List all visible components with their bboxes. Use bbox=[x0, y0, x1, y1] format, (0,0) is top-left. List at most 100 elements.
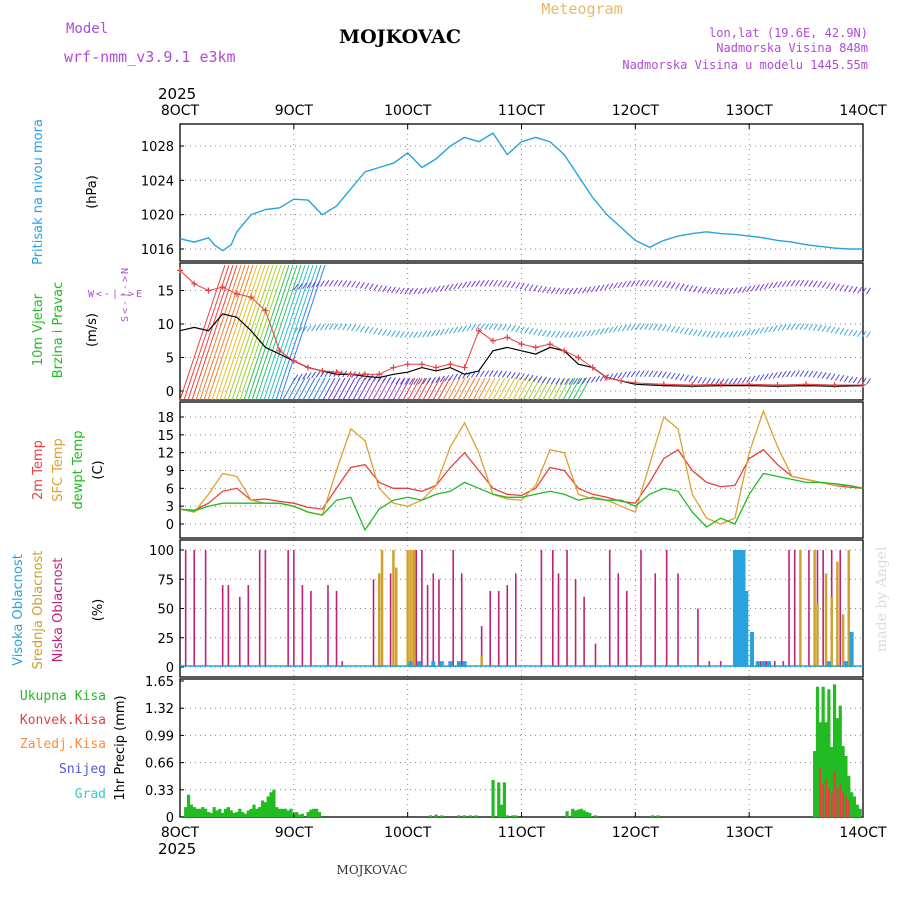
wind-barb bbox=[475, 280, 481, 287]
cloud-bar bbox=[432, 573, 435, 667]
wind-barb-hatch bbox=[472, 377, 486, 401]
y-tick-label: 1028 bbox=[141, 140, 174, 155]
wind-gust-point bbox=[447, 361, 454, 368]
wind-barb bbox=[426, 286, 432, 294]
wind-barb bbox=[320, 280, 325, 287]
cloud-bar bbox=[540, 550, 543, 667]
wind-barb bbox=[621, 371, 627, 379]
wind-barb-hatch bbox=[259, 264, 306, 401]
cloud-bar bbox=[415, 550, 418, 667]
year-bottom: 2025 bbox=[158, 840, 196, 858]
precip-bar bbox=[821, 686, 825, 817]
precip-bar bbox=[218, 808, 222, 817]
wind-barb bbox=[315, 324, 321, 331]
wind-barb bbox=[444, 284, 450, 292]
wind-barb bbox=[786, 370, 792, 378]
cloud-bar bbox=[836, 561, 839, 667]
cloud-bar bbox=[395, 567, 398, 667]
pressure-title: Pritisak na nivou mora bbox=[31, 119, 46, 265]
wind-barb bbox=[635, 323, 641, 331]
wind-barb bbox=[488, 279, 494, 287]
wind-barb bbox=[737, 286, 743, 294]
wind-legend-char: - bbox=[120, 289, 126, 300]
wind-barb bbox=[510, 372, 516, 379]
wind-barb-hatch bbox=[327, 377, 341, 401]
wind-barb bbox=[613, 325, 618, 333]
wind-barb bbox=[826, 282, 831, 289]
precip-bar bbox=[836, 788, 839, 817]
precip-bar bbox=[491, 779, 495, 817]
wind-barb bbox=[799, 370, 805, 377]
wind-barb bbox=[688, 375, 694, 383]
wind-gust-point bbox=[546, 341, 553, 348]
wind-barb bbox=[741, 329, 747, 337]
wind-barb bbox=[346, 280, 352, 288]
cloud-bar bbox=[438, 579, 440, 667]
wind-barb bbox=[795, 323, 800, 330]
precip-bar bbox=[835, 718, 839, 817]
wind-barb bbox=[661, 281, 667, 288]
cloud-bar bbox=[708, 661, 711, 667]
wind-gust-point bbox=[746, 381, 753, 388]
wind-barb bbox=[528, 374, 534, 382]
cloud-bar bbox=[417, 661, 422, 667]
wind-gust-point bbox=[561, 347, 568, 354]
wind-barb bbox=[861, 287, 867, 294]
wind-barb bbox=[666, 325, 672, 332]
precip-bar bbox=[468, 815, 472, 817]
wind-barb bbox=[346, 324, 352, 331]
wind-gust-point bbox=[290, 357, 297, 364]
wind-barb bbox=[781, 371, 787, 378]
wind-barb bbox=[732, 377, 738, 385]
wind-barb bbox=[435, 285, 441, 293]
wind-barb bbox=[812, 371, 818, 378]
y-tick-label: 9 bbox=[166, 465, 174, 480]
wind-barb bbox=[835, 327, 840, 334]
x-tick-label-top: 9OCT bbox=[275, 103, 314, 119]
wind-barb bbox=[679, 327, 685, 334]
wind-barb bbox=[395, 330, 401, 338]
wind-barb bbox=[373, 327, 379, 335]
wind-barb bbox=[462, 281, 467, 289]
x-tick-label-bottom: 14OCT bbox=[839, 825, 887, 841]
wind-barb bbox=[590, 285, 596, 293]
wind-barb bbox=[431, 376, 436, 384]
wind-barb bbox=[621, 324, 627, 332]
cloud-bar bbox=[849, 631, 854, 667]
wind-barb bbox=[462, 325, 467, 332]
precip-bar bbox=[309, 809, 313, 817]
wind-barb-hatch bbox=[207, 264, 254, 401]
wind-barb bbox=[337, 323, 343, 331]
wind-barb bbox=[470, 324, 476, 331]
wind-barb bbox=[515, 282, 521, 289]
wind-barb bbox=[542, 376, 547, 384]
wind-barb bbox=[297, 373, 303, 381]
wind-barb bbox=[399, 331, 405, 338]
wind-barb bbox=[475, 323, 481, 331]
wind-barb bbox=[768, 325, 774, 333]
wind-barb bbox=[621, 281, 627, 288]
wind-gust-point bbox=[774, 381, 781, 388]
precip-bar bbox=[258, 807, 262, 817]
wind-gust-point bbox=[333, 369, 340, 376]
cloud-bar bbox=[204, 550, 207, 667]
wind-barb bbox=[497, 323, 503, 331]
wind-barb bbox=[373, 284, 379, 291]
wind-barb-hatch bbox=[352, 377, 366, 401]
precip-bar bbox=[317, 812, 322, 817]
wind-barb bbox=[639, 279, 645, 287]
wind-barb-hatch bbox=[297, 377, 311, 401]
wind-barb bbox=[630, 323, 636, 331]
wind-barb bbox=[830, 326, 836, 334]
wind-barb bbox=[657, 280, 663, 288]
wind-barb bbox=[768, 372, 774, 380]
wind-barb bbox=[537, 376, 543, 383]
y-tick-label: 0 bbox=[166, 518, 174, 533]
wind-barb bbox=[391, 286, 396, 294]
x-tick-label-bottom: 11OCT bbox=[498, 825, 546, 841]
wind-barb bbox=[302, 326, 308, 333]
wind-barb bbox=[497, 370, 503, 378]
wind-barb bbox=[546, 330, 552, 337]
cloud-bar bbox=[665, 550, 668, 667]
precip-bar bbox=[588, 812, 592, 817]
